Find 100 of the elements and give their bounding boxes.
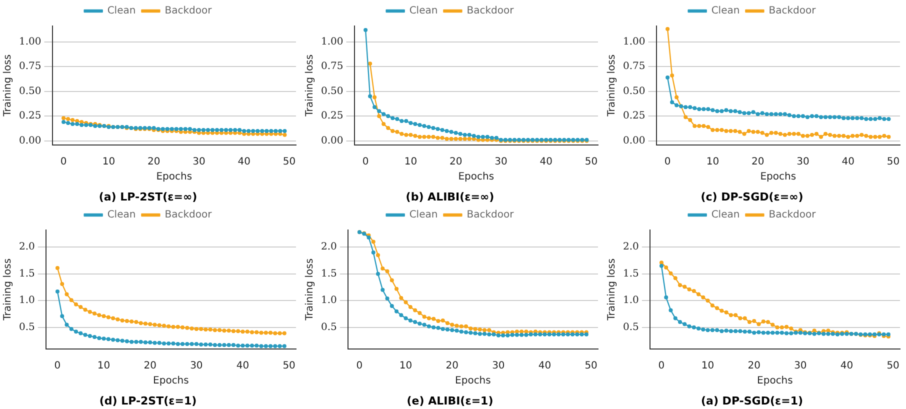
- point: [130, 320, 134, 324]
- point: [454, 324, 459, 328]
- point: [444, 128, 449, 133]
- point: [800, 114, 805, 118]
- y-tick-label: 0.25: [19, 110, 42, 122]
- point: [824, 132, 828, 136]
- x-tick-label: 50: [282, 156, 296, 168]
- point: [860, 132, 864, 137]
- point: [761, 320, 766, 324]
- point: [464, 330, 468, 334]
- point: [668, 308, 673, 312]
- point: [400, 132, 404, 136]
- point: [385, 269, 390, 274]
- x-tick-label: 40: [538, 360, 552, 372]
- point: [682, 322, 687, 326]
- point: [278, 128, 282, 133]
- point: [208, 328, 212, 332]
- point: [468, 330, 473, 335]
- x-tick-label: 40: [840, 360, 854, 372]
- point: [134, 340, 138, 344]
- point: [846, 134, 850, 139]
- point: [873, 117, 878, 122]
- point: [701, 328, 706, 332]
- point: [520, 330, 524, 334]
- point: [850, 116, 855, 120]
- x-tick-label: 40: [540, 156, 552, 168]
- point: [819, 134, 824, 139]
- point: [868, 117, 873, 122]
- point: [120, 318, 124, 322]
- point: [106, 315, 110, 320]
- point: [120, 338, 124, 343]
- point: [666, 75, 670, 80]
- point: [855, 116, 860, 120]
- point: [733, 109, 738, 114]
- point: [386, 114, 390, 118]
- point: [805, 134, 810, 138]
- point: [473, 331, 478, 336]
- point: [60, 314, 64, 318]
- point: [746, 111, 751, 116]
- point: [134, 320, 138, 324]
- point: [242, 128, 246, 133]
- point: [738, 110, 742, 114]
- point: [756, 330, 761, 334]
- legend-label: Clean: [409, 210, 438, 221]
- point: [868, 134, 873, 139]
- point: [368, 94, 372, 98]
- point: [784, 324, 789, 329]
- point: [55, 290, 60, 294]
- x-tick-label: 40: [842, 156, 854, 168]
- point: [166, 324, 171, 328]
- point: [371, 250, 376, 254]
- point: [828, 132, 832, 137]
- point: [450, 322, 454, 327]
- point: [780, 330, 784, 335]
- point: [273, 344, 278, 348]
- point: [274, 128, 278, 133]
- x-tick-label: 30: [492, 360, 505, 372]
- point: [819, 115, 824, 120]
- point: [734, 313, 738, 318]
- x-tick-label: 10: [701, 360, 714, 372]
- point: [152, 322, 157, 327]
- point: [171, 324, 176, 329]
- point: [436, 318, 440, 323]
- point: [431, 134, 436, 139]
- point: [201, 128, 206, 132]
- point: [706, 107, 710, 112]
- y-tick-label: 0.25: [623, 110, 646, 122]
- point: [97, 336, 102, 340]
- point: [268, 330, 273, 335]
- point: [710, 328, 714, 332]
- point: [413, 308, 418, 312]
- point: [408, 305, 412, 310]
- point: [445, 321, 450, 326]
- point: [394, 286, 399, 291]
- point: [742, 316, 747, 320]
- point: [478, 332, 482, 336]
- point: [422, 314, 426, 319]
- point: [673, 276, 678, 280]
- point: [245, 330, 250, 334]
- point: [204, 342, 208, 347]
- point: [724, 328, 728, 333]
- point: [386, 126, 390, 130]
- point: [702, 107, 706, 112]
- point: [720, 128, 724, 132]
- y-tick-label: 0.00: [321, 135, 344, 146]
- point: [742, 330, 747, 334]
- y-tick-label: 0.75: [19, 61, 42, 72]
- x-tick-label: 40: [238, 156, 250, 168]
- point: [800, 134, 805, 138]
- point: [422, 134, 426, 139]
- point: [706, 328, 710, 332]
- point: [882, 134, 886, 138]
- point: [364, 28, 368, 32]
- point: [514, 330, 519, 334]
- y-axis-title: Training loss: [2, 258, 14, 322]
- point: [224, 128, 228, 132]
- legend-label: Clean: [711, 6, 740, 17]
- point: [66, 117, 70, 122]
- point: [464, 324, 468, 328]
- point: [784, 331, 789, 336]
